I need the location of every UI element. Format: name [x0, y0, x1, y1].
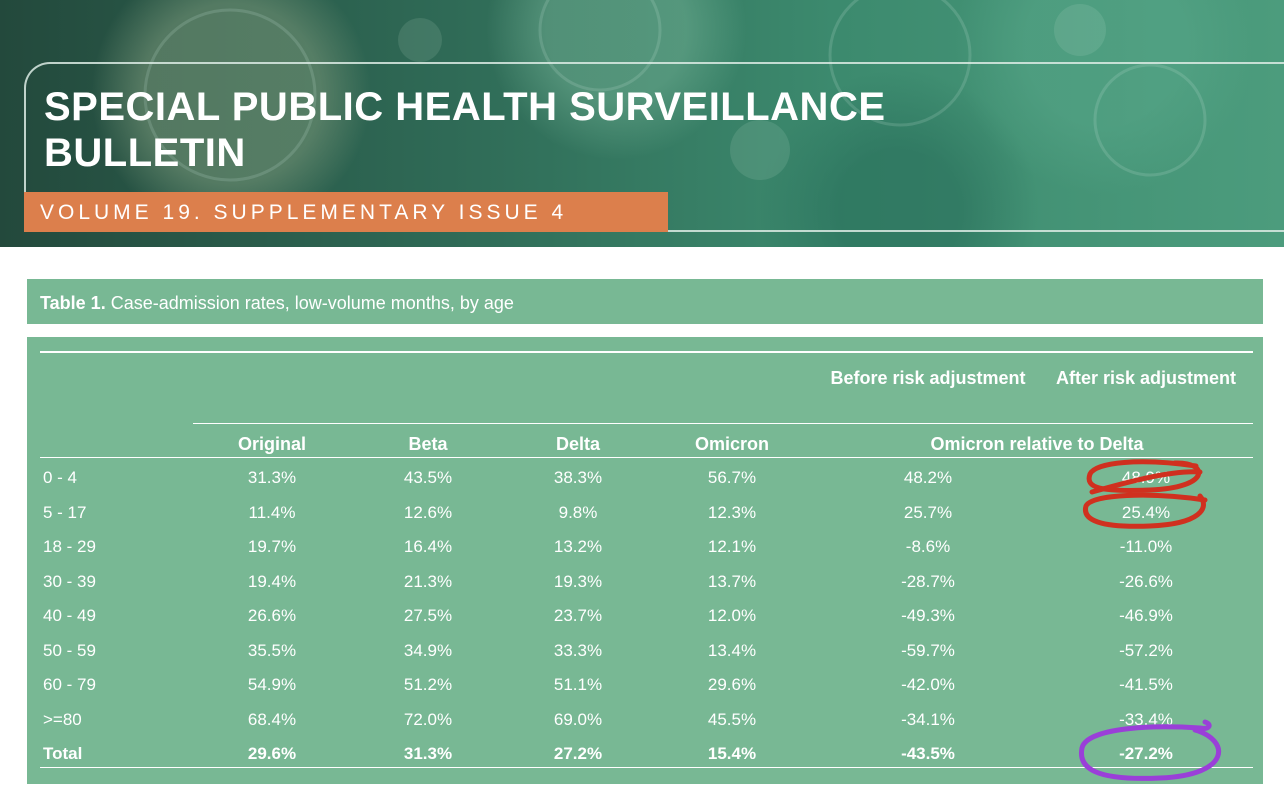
- cell-omicron: 12.1%: [707, 537, 757, 556]
- table-row: 50 - 59 35.5% 34.9% 33.3% 13.4% -59.7% -…: [27, 641, 1263, 661]
- cell-delta: 27.2%: [553, 744, 603, 763]
- cell-original: 54.9%: [247, 675, 297, 694]
- table-row: 30 - 39 19.4% 21.3% 19.3% 13.7% -28.7% -…: [27, 572, 1263, 592]
- table-top-rule: [40, 351, 1253, 353]
- table-total-row: Total 29.6% 31.3% 27.2% 15.4% -43.5% -27…: [27, 744, 1263, 764]
- cell-delta: 51.1%: [553, 675, 603, 694]
- virus-background-illustration: [143, 0, 1207, 182]
- table-caption-number: Table 1.: [40, 293, 106, 313]
- cell-beta: 72.0%: [403, 710, 453, 729]
- header-original: Original: [237, 434, 306, 454]
- cell-original: 68.4%: [247, 710, 297, 729]
- cell-before-risk: -49.3%: [901, 606, 955, 625]
- cell-omicron: 12.0%: [707, 606, 757, 625]
- header-omicron: Omicron: [694, 434, 769, 454]
- row-label: >=80: [43, 710, 82, 729]
- header-rule-2: [40, 457, 1253, 458]
- cell-beta: 12.6%: [403, 503, 453, 522]
- cell-original: 19.4%: [247, 572, 297, 591]
- cell-before-risk: -34.1%: [901, 710, 955, 729]
- cell-before-risk: -28.7%: [901, 572, 955, 591]
- cell-delta: 69.0%: [553, 710, 603, 729]
- cell-before-risk: -42.0%: [901, 675, 955, 694]
- data-table: Before risk adjustment After risk adjust…: [27, 337, 1263, 784]
- cell-beta: 34.9%: [403, 641, 453, 660]
- cell-beta: 31.3%: [403, 744, 453, 763]
- cell-original: 19.7%: [247, 537, 297, 556]
- cell-before-risk: 25.7%: [903, 503, 953, 522]
- bulletin-banner: SPECIAL PUBLIC HEALTH SURVEILLANCE BULLE…: [0, 0, 1284, 247]
- table-caption-box: Table 1. Case-admission rates, low-volum…: [27, 279, 1263, 324]
- cell-beta: 27.5%: [403, 606, 453, 625]
- cell-after-risk: -46.9%: [1119, 606, 1173, 625]
- header-rule-1: [193, 423, 1253, 424]
- cell-omicron: 13.4%: [707, 641, 757, 660]
- volume-label: VOLUME 19. SUPPLEMENTARY ISSUE 4: [40, 201, 568, 224]
- header-after-risk: After risk adjustment: [1055, 368, 1237, 388]
- cell-omicron: 12.3%: [707, 503, 757, 522]
- cell-delta: 23.7%: [553, 606, 603, 625]
- cell-beta: 16.4%: [403, 537, 453, 556]
- header-delta: Delta: [555, 434, 600, 454]
- row-label: Total: [43, 744, 83, 763]
- cell-after-risk: -27.2%: [1119, 744, 1173, 763]
- cell-omicron: 56.7%: [707, 468, 757, 487]
- cell-delta: 9.8%: [558, 503, 598, 522]
- cell-original: 31.3%: [247, 468, 297, 487]
- cell-beta: 21.3%: [403, 572, 453, 591]
- cell-original: 35.5%: [247, 641, 297, 660]
- table-row: 40 - 49 26.6% 27.5% 23.7% 12.0% -49.3% -…: [27, 606, 1263, 626]
- cell-before-risk: 48.2%: [903, 468, 953, 487]
- cell-delta: 38.3%: [553, 468, 603, 487]
- cell-before-risk: -43.5%: [901, 744, 955, 763]
- table-caption-text: Case-admission rates, low-volume months,…: [105, 293, 514, 313]
- cell-after-risk: -33.4%: [1119, 710, 1173, 729]
- bulletin-title: SPECIAL PUBLIC HEALTH SURVEILLANCE BULLE…: [44, 85, 886, 175]
- cell-after-risk: -11.0%: [1119, 537, 1173, 556]
- cell-after-risk: -41.5%: [1119, 675, 1173, 694]
- cell-delta: 33.3%: [553, 641, 603, 660]
- cell-omicron: 45.5%: [707, 710, 757, 729]
- cell-omicron: 13.7%: [707, 572, 757, 591]
- cell-after-risk: 25.4%: [1121, 503, 1171, 522]
- cell-before-risk: -59.7%: [901, 641, 955, 660]
- cell-before-risk: -8.6%: [905, 537, 951, 556]
- row-label: 0 - 4: [43, 468, 78, 487]
- table-bottom-rule: [40, 767, 1253, 768]
- cell-delta: 19.3%: [553, 572, 603, 591]
- cell-omicron: 29.6%: [707, 675, 757, 694]
- cell-after-risk: -57.2%: [1119, 641, 1173, 660]
- header-before-risk: Before risk adjustment: [830, 368, 1026, 388]
- header-omicron-relative-to-delta: Omicron relative to Delta: [930, 434, 1144, 454]
- cell-beta: 51.2%: [403, 675, 453, 694]
- cell-after-risk: -26.6%: [1119, 572, 1173, 591]
- cell-original: 29.6%: [247, 744, 297, 763]
- cell-after-risk: 48.9%: [1121, 468, 1171, 487]
- header-beta: Beta: [408, 434, 448, 454]
- row-label: 50 - 59: [43, 641, 96, 660]
- row-label: 18 - 29: [43, 537, 96, 556]
- table-caption: Table 1. Case-admission rates, low-volum…: [40, 293, 514, 314]
- table-row: 5 - 17 11.4% 12.6% 9.8% 12.3% 25.7% 25.4…: [27, 503, 1263, 523]
- row-label: 40 - 49: [43, 606, 96, 625]
- table-row: >=80 68.4% 72.0% 69.0% 45.5% -34.1% -33.…: [27, 710, 1263, 730]
- row-label: 30 - 39: [43, 572, 96, 591]
- cell-beta: 43.5%: [403, 468, 453, 487]
- table-row: 18 - 29 19.7% 16.4% 13.2% 12.1% -8.6% -1…: [27, 537, 1263, 557]
- volume-bar: VOLUME 19. SUPPLEMENTARY ISSUE 4: [24, 192, 668, 232]
- cell-original: 26.6%: [247, 606, 297, 625]
- cell-delta: 13.2%: [553, 537, 603, 556]
- cell-original: 11.4%: [248, 503, 296, 522]
- cell-omicron: 15.4%: [707, 744, 757, 763]
- row-label: 60 - 79: [43, 675, 96, 694]
- table-row: 60 - 79 54.9% 51.2% 51.1% 29.6% -42.0% -…: [27, 675, 1263, 695]
- table-row: 0 - 4 31.3% 43.5% 38.3% 56.7% 48.2% 48.9…: [27, 468, 1263, 488]
- row-label: 5 - 17: [43, 503, 87, 522]
